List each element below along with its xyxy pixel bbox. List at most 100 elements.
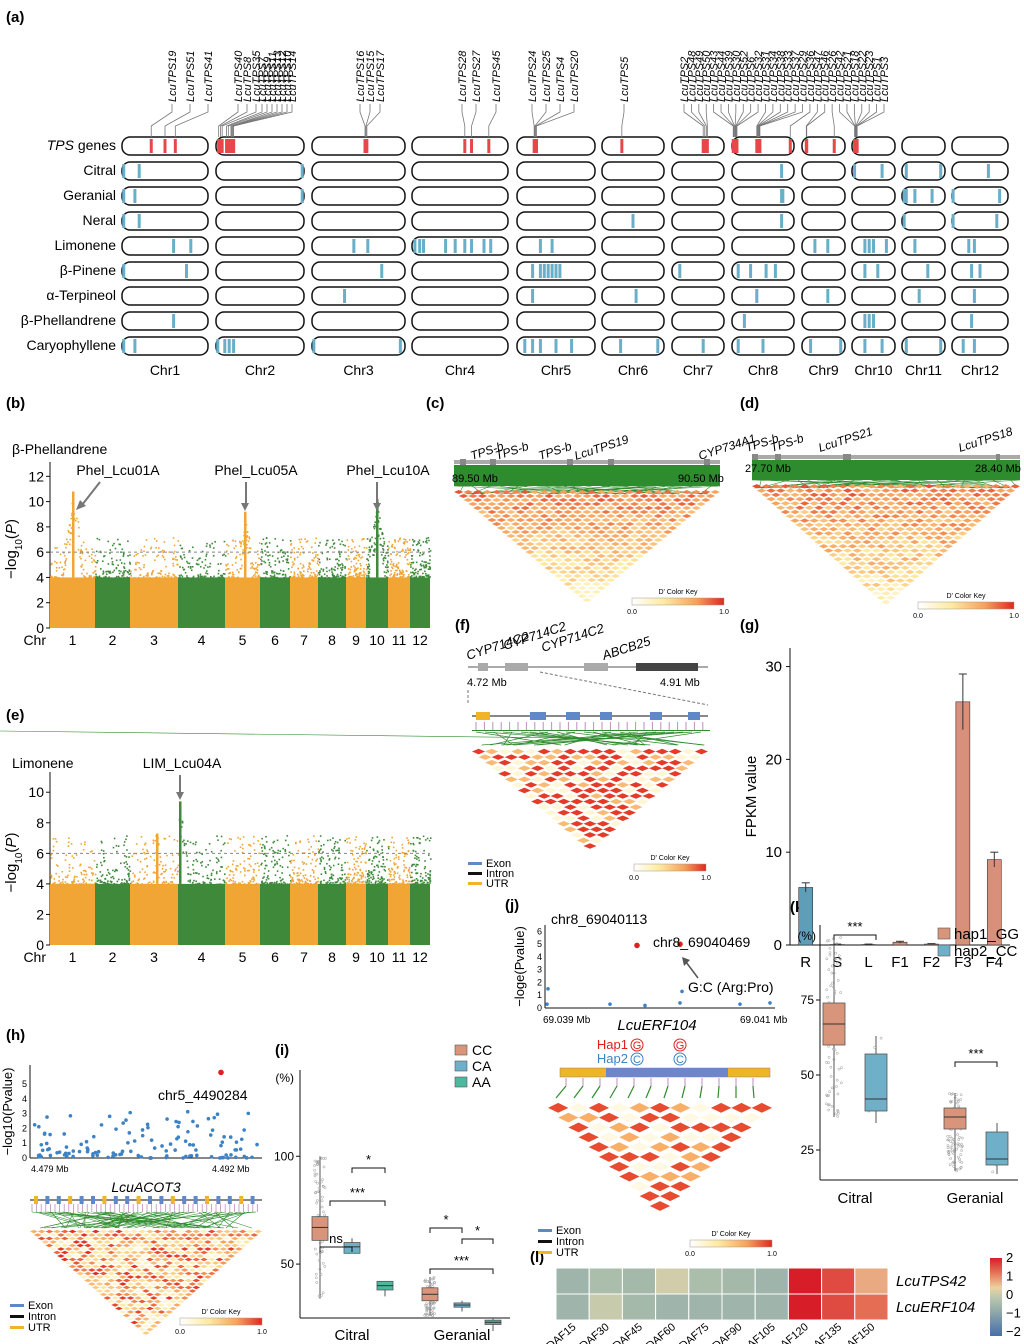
snp-point (359, 855, 361, 857)
snp-point (346, 876, 349, 879)
snp-point (181, 820, 184, 823)
ld-cell (871, 557, 882, 562)
snp-point (296, 577, 299, 579)
snp-point (258, 883, 260, 886)
snp-point (267, 559, 270, 561)
gene-block (608, 459, 614, 465)
ld-cell (134, 1289, 143, 1293)
snp-point (390, 878, 393, 881)
snp-point (293, 872, 295, 875)
ld-cell (544, 502, 554, 506)
color-key-title: D' Color Key (946, 593, 986, 600)
tps-mark (701, 139, 705, 153)
snp-point (327, 539, 329, 542)
ld-cell (557, 776, 571, 783)
ld-cell (814, 531, 824, 536)
ld-cell (596, 832, 610, 838)
panel-a-chromosome-map: TPS genesCitralGeranialNeralLimoneneβ-Pi… (21, 50, 1009, 378)
snp-point (172, 860, 175, 863)
ld-cell (857, 527, 867, 532)
snp-point (157, 844, 160, 846)
y-tick-label: 10 (28, 494, 44, 510)
snp-point (136, 561, 139, 564)
snp-point (379, 517, 381, 519)
snp-point (261, 837, 263, 840)
ld-cell (596, 578, 606, 582)
ld-cell (525, 542, 535, 546)
ld-cell (142, 1303, 150, 1307)
snp-point (176, 1135, 181, 1139)
snp-point (262, 877, 264, 879)
snp-point (185, 843, 187, 845)
snp-point (261, 552, 264, 554)
snp-point (84, 876, 87, 879)
snp-point (368, 540, 371, 542)
snp-point (389, 563, 392, 565)
snp-point (55, 577, 58, 579)
chr-tick-label: 12 (412, 949, 428, 965)
chr-density-band (130, 577, 178, 628)
chromosome-bar (516, 311, 596, 331)
ld-cell (596, 530, 606, 534)
snp-point (389, 883, 392, 886)
snp-point (413, 879, 416, 882)
ld-cell (667, 518, 678, 522)
snp-point (320, 844, 323, 847)
snp-point (255, 882, 258, 885)
snp-point (172, 573, 175, 576)
ld-cell (943, 535, 953, 540)
ld-cell (615, 506, 625, 510)
snp-point (227, 883, 229, 886)
snp-point (419, 875, 422, 878)
ld-cell (876, 484, 886, 489)
ld-cell (122, 1243, 131, 1248)
ld-cell (972, 518, 982, 523)
chromosome-bar (516, 211, 596, 231)
snp-point (162, 864, 164, 867)
snp-point (115, 844, 118, 847)
snp-point (226, 1156, 230, 1160)
ld-cell (909, 565, 920, 570)
ld-cell (876, 587, 886, 592)
chromosome-bar (731, 286, 795, 306)
snp-point (265, 570, 267, 573)
ld-cell (828, 501, 839, 506)
snp-point (396, 872, 399, 875)
trait-mark (489, 239, 493, 253)
ld-cell (914, 518, 925, 523)
ld-cell (487, 494, 497, 498)
snp-point (280, 882, 283, 885)
snp-point (191, 566, 194, 568)
snp-point (139, 860, 142, 863)
snp-point (423, 565, 425, 568)
snp-point (319, 541, 321, 544)
snp-point (372, 873, 374, 876)
ld-cell (53, 1250, 61, 1255)
ld-cell (596, 538, 606, 542)
snp-point (113, 883, 116, 885)
ld-cell (620, 542, 630, 546)
snp-point (388, 869, 391, 872)
ld-cell (616, 793, 630, 799)
ld-cell (563, 534, 573, 538)
snp-point (364, 881, 367, 884)
snp-point (417, 879, 419, 882)
y-tick-label: 0 (36, 937, 44, 953)
row-label-italic: TPS (47, 137, 75, 153)
snp-point (192, 860, 195, 862)
snp-point (77, 548, 80, 551)
snp-point (272, 855, 275, 858)
ld-cell (577, 538, 587, 542)
snp-point (316, 858, 319, 861)
ld-cell (629, 558, 640, 562)
ld-cell (173, 1289, 181, 1293)
ld-cell (572, 534, 583, 538)
ld-cell (833, 548, 843, 553)
snp-point (376, 864, 379, 867)
snp-point (126, 835, 128, 837)
ld-cell (134, 1247, 143, 1251)
snp-point (306, 570, 309, 573)
ld-cell (582, 590, 592, 594)
ld-cell (909, 531, 920, 536)
